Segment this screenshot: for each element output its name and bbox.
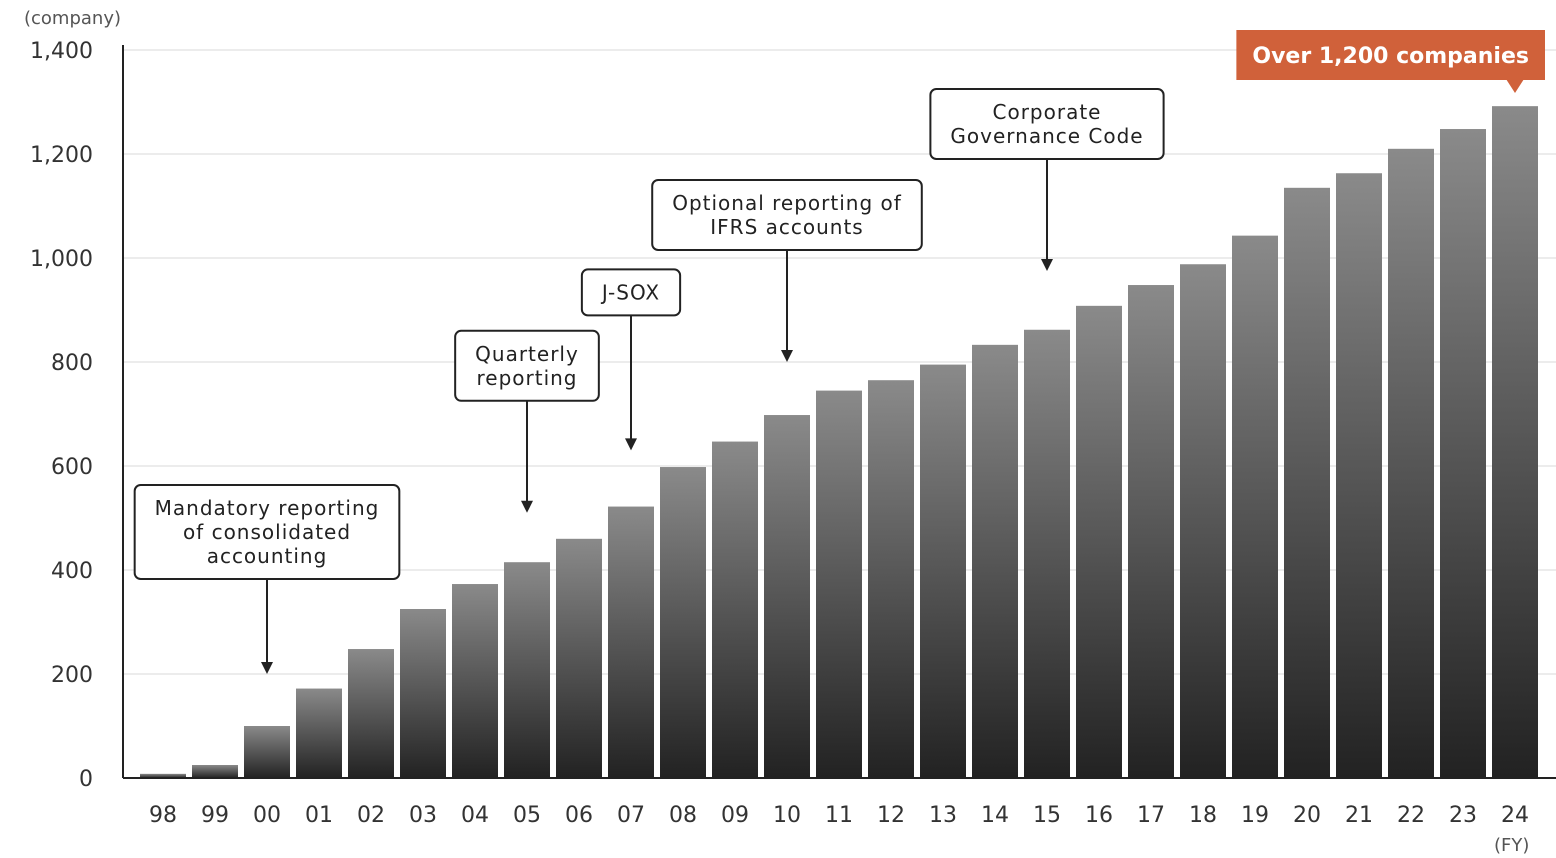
x-tick-label: 16 [1085, 803, 1113, 828]
x-tick-label: 02 [357, 803, 385, 828]
y-tick-label: 1,400 [30, 39, 93, 64]
x-tick-label: 10 [773, 803, 801, 828]
y-unit-label: (company) [24, 8, 121, 29]
callout: Over 1,200 companies [1236, 30, 1545, 93]
bar [972, 344, 1018, 778]
x-tick-label: 08 [669, 803, 697, 828]
annotation-arrow-head [781, 350, 793, 362]
bar [712, 441, 758, 778]
bar [244, 726, 290, 778]
bar [608, 506, 654, 778]
x-tick-label: 24 [1501, 803, 1529, 828]
bar [764, 415, 810, 778]
annotation-text: Optional reporting of [672, 191, 902, 215]
annotation-arrow-head [261, 662, 273, 674]
y-tick-label: 400 [51, 559, 93, 584]
annotation-text: of consolidated [183, 520, 351, 544]
annotation-text: accounting [207, 544, 328, 568]
bar [1388, 148, 1434, 779]
x-tick-label: 05 [513, 803, 541, 828]
y-tick-label: 0 [79, 767, 93, 792]
callout-badge: Over 1,200 companies [1236, 30, 1545, 93]
x-tick-label: 19 [1241, 803, 1269, 828]
annotation-text: reporting [476, 366, 577, 390]
x-tick-labels: 98 99 00 01 02 03 04 05 06 07 08 09 10 11 12 13 14 15 16 17… [149, 803, 1529, 828]
annotation-text: Corporate [993, 100, 1102, 124]
y-tick-label: 1,000 [30, 247, 93, 272]
x-tick-label: 22 [1397, 803, 1425, 828]
annotation-text: Mandatory reporting [155, 496, 380, 520]
x-tick-label: 23 [1449, 803, 1477, 828]
x-tick-label: 04 [461, 803, 489, 828]
bar [192, 765, 238, 778]
bar [868, 380, 914, 778]
x-tick-label: 99 [201, 803, 229, 828]
bar [816, 390, 862, 778]
x-tick-label: 98 [149, 803, 177, 828]
bar [296, 688, 342, 778]
bar [1284, 187, 1330, 779]
y-tick-label: 200 [51, 663, 93, 688]
bar [140, 773, 186, 778]
annotation-text: Governance Code [950, 124, 1143, 148]
bar [556, 538, 602, 778]
y-tick-label: 600 [51, 455, 93, 480]
annotation-arrow-head [625, 438, 637, 451]
x-tick-label: 11 [825, 803, 853, 828]
y-tick-label: 800 [51, 351, 93, 376]
bar [1440, 129, 1486, 779]
bar [1128, 285, 1174, 778]
x-tick-label: 07 [617, 803, 645, 828]
annotation-text: Quarterly [475, 342, 579, 366]
callout-box [1236, 30, 1545, 80]
x-tick-label: 00 [253, 803, 281, 828]
x-tick-label: 12 [877, 803, 905, 828]
bar [452, 584, 498, 778]
annotation-text: J-SOX [600, 280, 660, 304]
bar [1336, 173, 1382, 779]
x-tick-label: 17 [1137, 803, 1165, 828]
bars [140, 106, 1538, 779]
annotation: J-SOX [580, 268, 682, 451]
bar [1492, 106, 1538, 778]
x-tick-label: 09 [721, 803, 749, 828]
x-tick-label: 13 [929, 803, 957, 828]
x-tick-label: 06 [565, 803, 593, 828]
callout-text: Over 1,200 companies [1252, 44, 1529, 69]
x-unit-label: (FY) [1494, 835, 1529, 856]
bar [1024, 329, 1070, 778]
bar [1076, 305, 1122, 778]
bar [1180, 264, 1226, 778]
x-tick-label: 15 [1033, 803, 1061, 828]
annotation-arrow-head [1041, 259, 1053, 271]
x-tick-label: 18 [1189, 803, 1217, 828]
callout-pointer [1506, 79, 1524, 93]
bar [400, 609, 446, 778]
bar [504, 562, 550, 778]
annotation-arrow-head [521, 500, 533, 513]
bar [348, 649, 394, 778]
bar [1232, 235, 1278, 778]
x-tick-label: 01 [305, 803, 333, 828]
y-tick-labels: 0 200 400 600 800 1,000 1,200 1,400 [30, 39, 93, 792]
annotation-text: IFRS accounts [710, 215, 863, 239]
x-tick-label: 21 [1345, 803, 1373, 828]
y-tick-label: 1,200 [30, 143, 93, 168]
x-tick-label: 03 [409, 803, 437, 828]
bar [660, 467, 706, 778]
x-tick-label: 14 [981, 803, 1009, 828]
x-tick-label: 20 [1293, 803, 1321, 828]
axes [122, 45, 1556, 779]
bar [920, 364, 966, 778]
